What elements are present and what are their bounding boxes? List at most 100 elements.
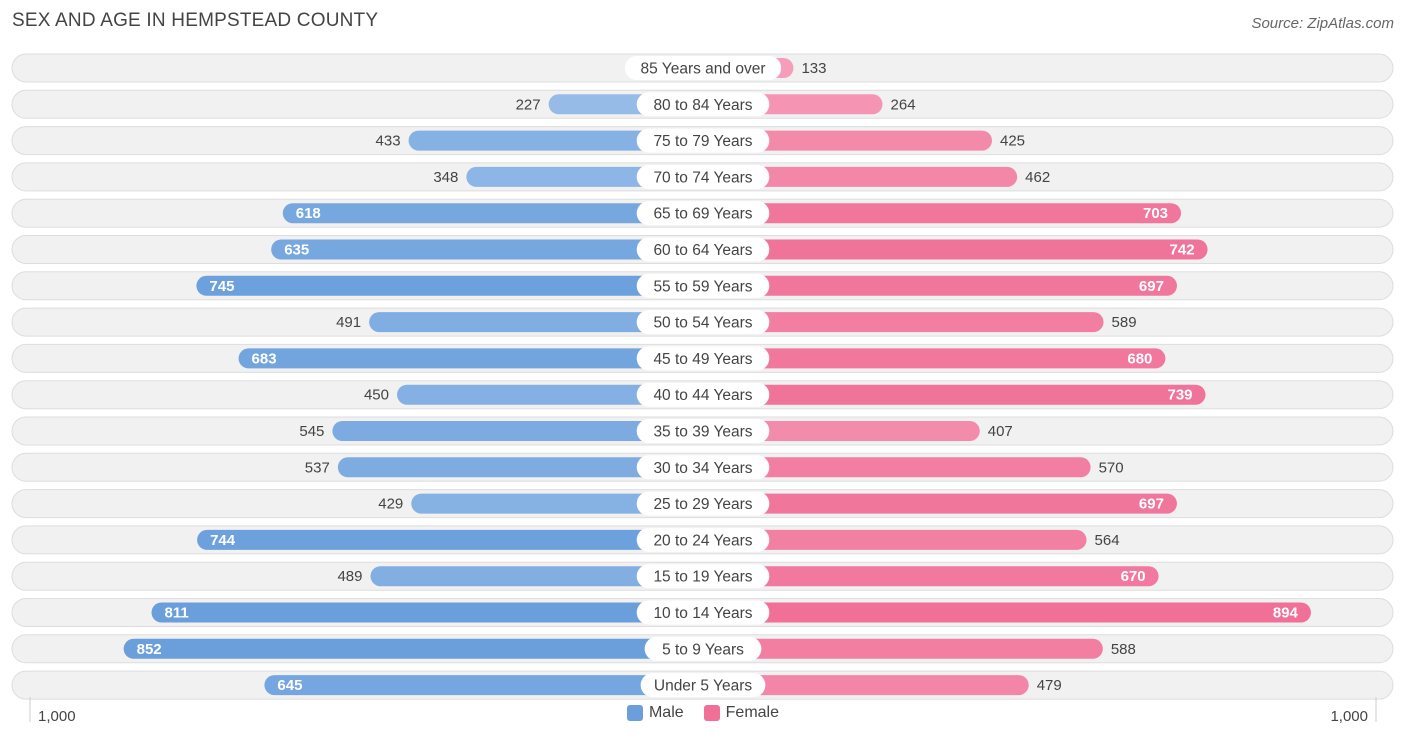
category-pill: [624, 56, 782, 80]
female-value-label: 588: [1111, 641, 1136, 658]
male-bar: [197, 529, 703, 550]
female-bar: [703, 166, 1018, 187]
category-pill: [636, 273, 770, 298]
female-bar: [703, 638, 1103, 659]
category-label: 60 to 64 Years: [653, 242, 752, 259]
female-value-label: 479: [1037, 677, 1062, 694]
female-value-label: 742: [1170, 242, 1195, 259]
male-bar: [238, 348, 703, 369]
male-value-label: 537: [305, 459, 330, 476]
male-value-label: 429: [378, 496, 403, 513]
female-value-label: 680: [1127, 350, 1152, 367]
chart-title: SEX AND AGE IN HEMPSTEAD COUNTY: [12, 10, 379, 31]
category-pill: [636, 201, 770, 226]
category-pill: [636, 128, 770, 153]
male-bar: [151, 602, 703, 623]
male-value-label: 489: [337, 568, 362, 585]
category-label: 50 to 54 Years: [653, 315, 752, 332]
category-label: 25 to 29 Years: [653, 496, 752, 513]
female-bar: [703, 312, 1104, 333]
category-label: 10 to 14 Years: [653, 605, 752, 622]
category-label: 70 to 74 Years: [653, 169, 752, 186]
axis-label-left: 1,000: [38, 708, 76, 725]
male-bar: [411, 493, 703, 514]
legend-swatch-female: [703, 705, 720, 721]
category-pill: [636, 92, 770, 117]
male-bar: [123, 638, 703, 659]
female-value-label: 739: [1167, 387, 1192, 404]
male-value-label: 635: [284, 242, 309, 259]
female-bar: [703, 493, 1177, 514]
legend-item-male: Male: [626, 704, 684, 722]
legend-label-female: Female: [725, 704, 780, 721]
female-value-label: 407: [988, 423, 1013, 440]
male-value-label: 227: [516, 96, 541, 113]
male-value-label: 491: [336, 314, 361, 331]
legend: Male Female: [0, 704, 1406, 722]
female-value-label: 133: [801, 60, 826, 77]
category-pill: [636, 600, 770, 625]
female-bar: [703, 203, 1182, 224]
female-bar: [703, 239, 1208, 260]
category-label: 75 to 79 Years: [653, 133, 752, 150]
female-value-label: 425: [1000, 133, 1025, 150]
category-pill: [644, 636, 762, 661]
male-value-label: 852: [137, 641, 162, 658]
legend-item-female: Female: [703, 704, 780, 722]
male-bar: [271, 239, 703, 260]
female-bar: [703, 421, 980, 441]
female-bar: [703, 566, 1159, 587]
male-value-label: 433: [376, 133, 401, 150]
male-value-label: 545: [299, 423, 324, 440]
category-label: 65 to 69 Years: [653, 206, 752, 223]
male-value-label: 618: [296, 205, 321, 222]
male-value-label: 811: [165, 605, 189, 622]
male-bar: [337, 457, 703, 478]
male-bar: [397, 384, 703, 405]
female-bar: [703, 275, 1177, 296]
category-pill: [636, 455, 770, 480]
male-value-label: 683: [252, 350, 277, 367]
female-value-label: 462: [1025, 169, 1050, 186]
female-value-label: 894: [1273, 605, 1299, 622]
female-bar: [703, 348, 1166, 369]
female-value-label: 697: [1139, 496, 1164, 513]
axis-label-right: 1,000: [1330, 708, 1368, 725]
category-pill: [636, 310, 770, 335]
category-label: 45 to 49 Years: [653, 351, 752, 368]
female-value-label: 264: [891, 96, 916, 113]
female-value-label: 697: [1139, 278, 1164, 295]
category-label: Under 5 Years: [654, 678, 752, 695]
female-value-label: 670: [1121, 568, 1146, 585]
female-bar: [703, 384, 1206, 405]
category-pill: [636, 346, 770, 371]
male-value-label: 645: [277, 677, 302, 694]
category-label: 40 to 44 Years: [653, 387, 752, 404]
female-value-label: 703: [1143, 205, 1168, 222]
category-label: 80 to 84 Years: [653, 97, 752, 114]
female-value-label: 564: [1095, 532, 1120, 549]
male-bar: [408, 130, 703, 151]
category-pill: [636, 164, 770, 189]
male-value-label: 745: [209, 278, 234, 295]
male-bar: [332, 421, 703, 441]
category-label: 30 to 34 Years: [653, 460, 752, 477]
category-pill: [636, 564, 770, 589]
category-pill: [636, 237, 770, 262]
male-value-label: 744: [210, 532, 236, 549]
category-pill: [636, 419, 770, 443]
category-label: 20 to 24 Years: [653, 532, 752, 549]
category-pill: [636, 382, 770, 407]
male-bar: [196, 275, 703, 296]
category-label: 85 Years and over: [641, 61, 766, 78]
female-bar: [703, 529, 1087, 550]
female-value-label: 589: [1112, 314, 1137, 331]
female-bar: [703, 675, 1029, 696]
female-value-label: 570: [1099, 459, 1124, 476]
category-pill: [636, 527, 770, 552]
female-bar: [703, 602, 1311, 623]
category-label: 55 to 59 Years: [653, 278, 752, 295]
legend-label-male: Male: [648, 704, 684, 721]
female-bar: [703, 457, 1091, 478]
